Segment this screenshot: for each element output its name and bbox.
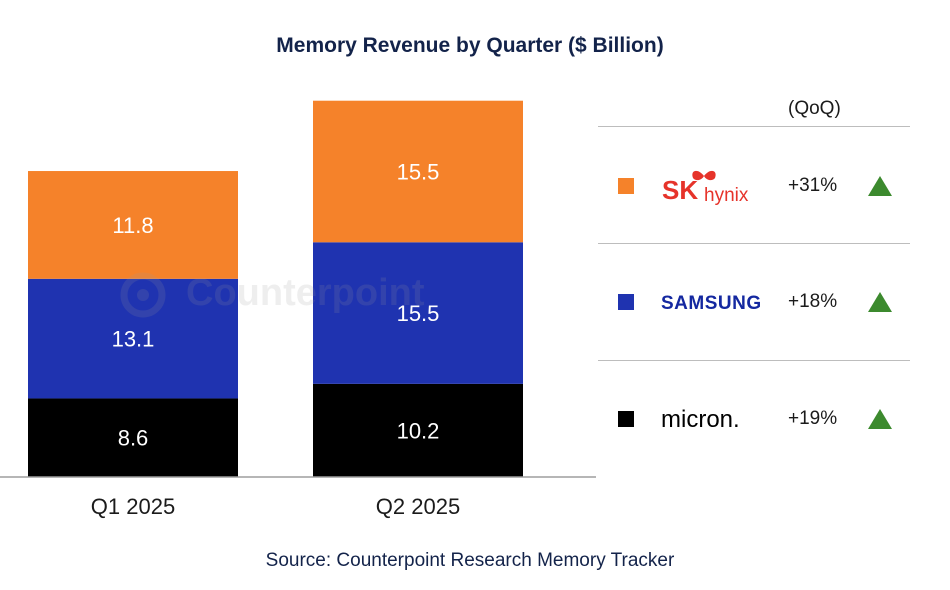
legend-divider [598,243,910,244]
legend-divider [598,360,910,361]
trend-up-icon [868,176,892,196]
trend-up-icon [868,292,892,312]
bar-samsung-q2-2025 [313,242,523,384]
qoq-change: +18% [788,291,838,312]
micron-logo: micron. [660,399,780,439]
x-tick-label-q1-2025: Q1 2025 [91,494,175,519]
legend-divider [598,126,910,127]
bars-group: 8.6 13.1 11.8 10.2 15.5 15.5 [28,100,523,477]
data-label-sk-hynix-q2-2025: 15.5 [397,159,440,184]
legend-swatch [618,411,634,427]
legend-item-samsung: SAMSUNG +18% [600,282,910,322]
watermark-text: Counterpoint [186,272,425,314]
chart-title: Memory Revenue by Quarter ($ Billion) [276,34,664,57]
sk-hynix-logo-hynix: hynix [704,185,749,206]
sk-hynix-butterfly-icon [692,170,716,181]
qoq-change: +31% [788,175,838,196]
micron-logo-text: micron. [661,406,740,433]
sk-hynix-logo: SK hynix [660,166,780,206]
legend-swatch [618,178,634,194]
watermark: Counterpoint [118,270,438,320]
data-label-sk-hynix-q1-2025: 11.8 [112,213,153,238]
data-label-micron-q1-2025: 8.6 [118,426,149,451]
bar-micron-q2-2025 [313,383,523,477]
chart-source: Source: Counterpoint Research Memory Tra… [265,550,675,571]
samsung-logo: SAMSUNG [660,282,780,322]
legend-header: (QoQ) [788,98,841,119]
sk-hynix-logo-sk: SK [662,175,698,205]
trend-up-icon [868,409,892,429]
data-label-samsung-q1-2025: 13.1 [112,327,155,352]
bar-micron-q1-2025 [28,398,238,477]
data-label-micron-q2-2025: 10.2 [397,418,440,443]
legend-item-micron: micron. +19% [600,399,910,439]
x-tick-labels: Q1 2025 Q2 2025 [91,494,460,519]
bar-sk-hynix-q2-2025 [313,100,523,243]
x-tick-label-q2-2025: Q2 2025 [376,494,460,519]
legend-item-sk-hynix: SK hynix +31% [600,166,910,206]
bar-sk-hynix-q1-2025 [28,171,238,279]
legend-swatch [618,294,634,310]
stacked-bar-chart: 8.6 13.1 11.8 10.2 15.5 15.5 Q1 2025 Q2 2025 [0,100,596,519]
bar-samsung-q1-2025 [28,278,238,399]
data-label-samsung-q2-2025: 15.5 [397,301,440,326]
qoq-change: +19% [788,408,838,429]
samsung-logo-text: SAMSUNG [661,293,762,314]
watermark-logo-icon [120,272,166,318]
